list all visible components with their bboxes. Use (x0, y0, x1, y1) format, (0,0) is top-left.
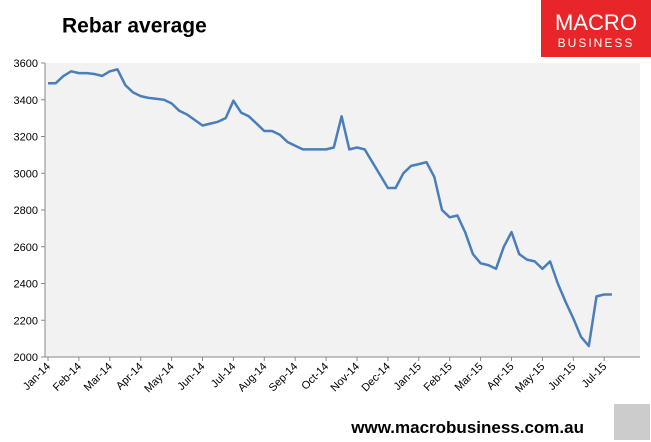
y-tick-label: 2400 (14, 279, 38, 291)
x-tick-label: Apr-15 (485, 361, 517, 393)
x-tick-label: Mar-14 (82, 361, 115, 394)
x-tick-label: Mar-15 (453, 361, 486, 394)
y-tick-label: 2800 (14, 205, 38, 217)
x-tick-label: Jun-14 (175, 361, 207, 393)
x-tick-label: Feb-14 (51, 361, 84, 394)
x-tick-label: Jul-14 (209, 361, 239, 391)
x-tick-label: Jul-15 (580, 361, 610, 391)
x-tick-label: Jan-15 (392, 361, 424, 393)
logo-box (541, 0, 651, 57)
chart-title: Rebar average (62, 15, 207, 38)
x-tick-label: Aug-14 (236, 361, 270, 395)
x-tick-label: Oct-14 (299, 361, 331, 393)
x-tick-label: Jun-15 (546, 361, 578, 393)
x-tick-label: May-15 (513, 361, 547, 395)
x-tick-label: May-14 (142, 361, 176, 395)
x-tick-label: Apr-14 (114, 361, 146, 393)
y-tick-label: 2600 (14, 242, 38, 254)
logo-icon (614, 404, 650, 440)
x-tick-label: Jan-14 (21, 361, 53, 393)
plot-area (45, 63, 640, 357)
x-tick-label: Dec-14 (359, 361, 393, 395)
footer: www.macrobusiness.com.au (350, 418, 584, 437)
x-tick-label: Sep-14 (267, 361, 301, 395)
y-tick-label: 3000 (14, 168, 38, 180)
logo-text: MACRO (555, 10, 637, 35)
logo-text: BUSINESS (558, 36, 635, 50)
y-tick-label: 2200 (14, 315, 38, 327)
line (48, 68, 612, 348)
y-tick-label: 3200 (14, 132, 38, 144)
x-tick-label: Feb-15 (422, 361, 455, 394)
x-tick-label: Nov-14 (329, 361, 363, 395)
y-tick-label: 3400 (14, 95, 38, 107)
y-tick-label: 2000 (14, 352, 38, 364)
y-tick-label: 3600 (14, 58, 38, 70)
